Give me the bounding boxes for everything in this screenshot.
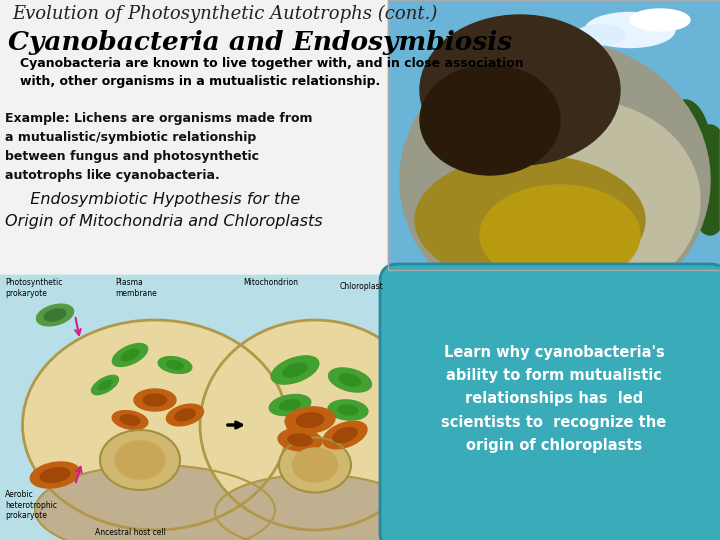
Ellipse shape xyxy=(120,415,140,425)
Ellipse shape xyxy=(292,448,338,482)
Ellipse shape xyxy=(22,320,287,530)
Ellipse shape xyxy=(40,468,70,482)
Ellipse shape xyxy=(35,465,275,540)
Text: Cyanobacteria and Endosymbiosis: Cyanobacteria and Endosymbiosis xyxy=(8,30,512,55)
Ellipse shape xyxy=(166,404,204,426)
Text: Mitochondrion: Mitochondrion xyxy=(243,278,298,287)
Bar xyxy=(0,0,720,275)
Ellipse shape xyxy=(121,349,139,361)
Ellipse shape xyxy=(37,304,73,326)
Ellipse shape xyxy=(200,320,430,530)
Ellipse shape xyxy=(460,100,700,300)
Ellipse shape xyxy=(279,400,300,410)
Ellipse shape xyxy=(480,185,640,285)
Bar xyxy=(388,0,720,270)
Ellipse shape xyxy=(585,12,675,48)
Text: Learn why cyanobacteria's
ability to form mutualistic
relationships has  led
sci: Learn why cyanobacteria's ability to for… xyxy=(441,345,667,453)
FancyBboxPatch shape xyxy=(380,264,720,540)
Ellipse shape xyxy=(400,40,710,320)
Text: Chloroplast: Chloroplast xyxy=(340,282,384,291)
Ellipse shape xyxy=(44,309,66,321)
Text: Ancestral host cell: Ancestral host cell xyxy=(95,528,166,537)
Text: Origin of Mitochondria and Chloroplasts: Origin of Mitochondria and Chloroplasts xyxy=(5,214,323,229)
Ellipse shape xyxy=(339,374,361,386)
Ellipse shape xyxy=(657,100,713,220)
Ellipse shape xyxy=(323,421,367,449)
Text: Evolution of Photosynthetic Autotrophs (cont.): Evolution of Photosynthetic Autotrophs (… xyxy=(12,5,437,23)
Ellipse shape xyxy=(415,155,645,285)
Ellipse shape xyxy=(333,428,357,443)
Ellipse shape xyxy=(283,363,307,377)
Bar xyxy=(0,275,390,540)
Ellipse shape xyxy=(297,413,324,427)
Ellipse shape xyxy=(328,368,372,392)
Ellipse shape xyxy=(98,380,112,390)
Ellipse shape xyxy=(279,437,351,492)
Text: Aerobic
heterotrophic
prokaryote: Aerobic heterotrophic prokaryote xyxy=(5,490,57,521)
Ellipse shape xyxy=(158,356,192,374)
Ellipse shape xyxy=(134,389,176,411)
Ellipse shape xyxy=(143,394,166,406)
Ellipse shape xyxy=(288,434,312,446)
Bar xyxy=(0,275,720,540)
Text: Photosynthetic
prokaryote: Photosynthetic prokaryote xyxy=(5,278,63,298)
Ellipse shape xyxy=(285,407,335,433)
Ellipse shape xyxy=(166,361,184,369)
Ellipse shape xyxy=(420,65,560,175)
Ellipse shape xyxy=(338,405,358,415)
Ellipse shape xyxy=(115,441,165,479)
Ellipse shape xyxy=(630,9,690,31)
Ellipse shape xyxy=(328,400,368,420)
Ellipse shape xyxy=(91,375,119,395)
Text: Plasma
membrane: Plasma membrane xyxy=(115,278,157,298)
Ellipse shape xyxy=(175,409,195,421)
Ellipse shape xyxy=(420,15,620,165)
Ellipse shape xyxy=(688,125,720,235)
Ellipse shape xyxy=(100,430,180,490)
Ellipse shape xyxy=(30,462,80,488)
Ellipse shape xyxy=(575,25,625,45)
Ellipse shape xyxy=(215,475,415,540)
Ellipse shape xyxy=(269,395,311,415)
Ellipse shape xyxy=(278,429,322,451)
Text: Cyanobacteria are known to live together with, and in close association
with, ot: Cyanobacteria are known to live together… xyxy=(20,57,523,88)
Text: Example: Lichens are organisms made from
a mutualistic/symbiotic relationship
be: Example: Lichens are organisms made from… xyxy=(5,112,312,182)
Text: Endosymbiotic Hypothesis for the: Endosymbiotic Hypothesis for the xyxy=(20,192,300,207)
Bar xyxy=(388,0,720,270)
Ellipse shape xyxy=(112,343,148,367)
Ellipse shape xyxy=(112,410,148,429)
Ellipse shape xyxy=(271,356,319,384)
